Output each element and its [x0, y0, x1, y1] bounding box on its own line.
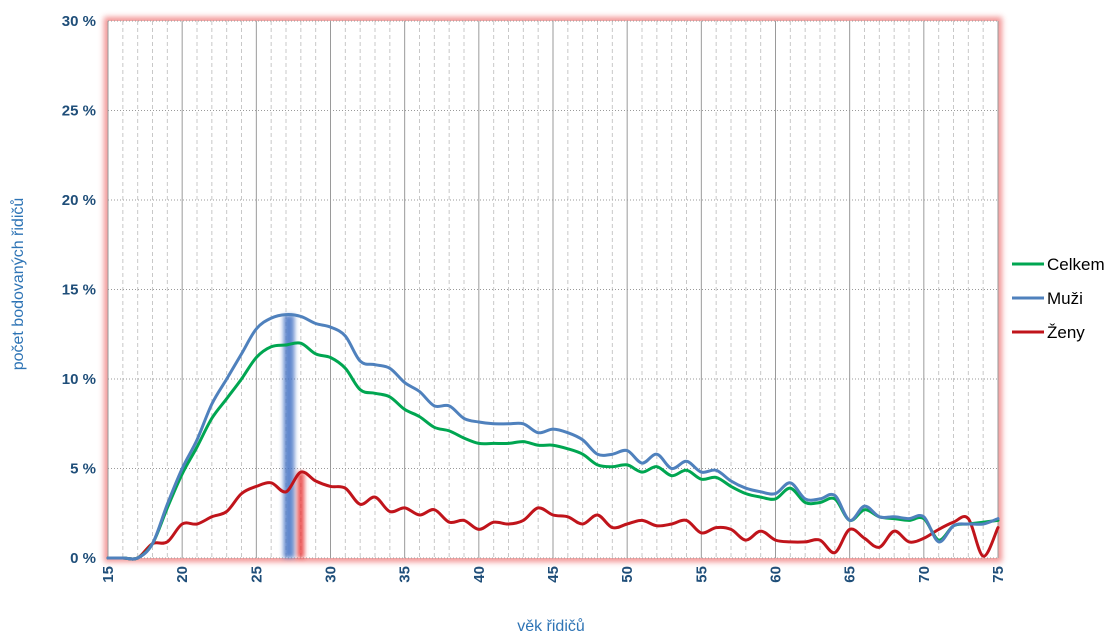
x-tick-labels: 15 20 25 30 35 40 45 50 55 60 65 70 75 [100, 566, 1007, 583]
highlight-bands [283, 314, 305, 558]
y-tick-label: 20 % [62, 192, 96, 209]
y-tick-label: 30 % [62, 13, 96, 30]
x-tick-label: 50 [619, 566, 636, 583]
legend-label-muzi: Muži [1047, 289, 1083, 308]
y-axis-title: počet bodovaných řidičů [9, 198, 27, 371]
legend-label-celkem: Celkem [1047, 255, 1105, 274]
series-line-zeny [106, 470, 1000, 561]
major-gridlines [107, 20, 999, 559]
series-line-muzi [106, 313, 1000, 561]
x-tick-label: 70 [916, 566, 933, 583]
x-tick-label: 75 [990, 566, 1007, 583]
highlight-band-zeny [297, 472, 305, 558]
series-lines [106, 313, 1000, 561]
y-tick-labels: 0 % 5 % 10 % 15 % 20 % 25 % 30 % [62, 13, 96, 567]
y-tick-label: 25 % [62, 103, 96, 120]
x-tick-label: 15 [100, 566, 117, 583]
y-tick-label: 0 % [70, 550, 96, 567]
x-tick-label: 20 [174, 566, 191, 583]
y-tick-label: 5 % [70, 461, 96, 478]
x-tick-label: 55 [693, 566, 710, 583]
x-tick-label: 60 [768, 566, 785, 583]
highlight-band-muzi [283, 314, 295, 558]
legend: Celkem Muži Ženy [1012, 255, 1105, 342]
x-tick-label: 30 [323, 566, 340, 583]
y-tick-label: 15 % [62, 282, 96, 299]
legend-label-zeny: Ženy [1047, 323, 1085, 342]
x-tick-label: 45 [545, 566, 562, 583]
x-tick-label: 25 [248, 566, 265, 583]
x-axis-title: věk řidičů [517, 617, 585, 635]
x-tick-label: 40 [471, 566, 488, 583]
x-tick-label: 65 [842, 566, 859, 583]
x-tick-label: 35 [397, 566, 414, 583]
y-tick-label: 10 % [62, 371, 96, 388]
